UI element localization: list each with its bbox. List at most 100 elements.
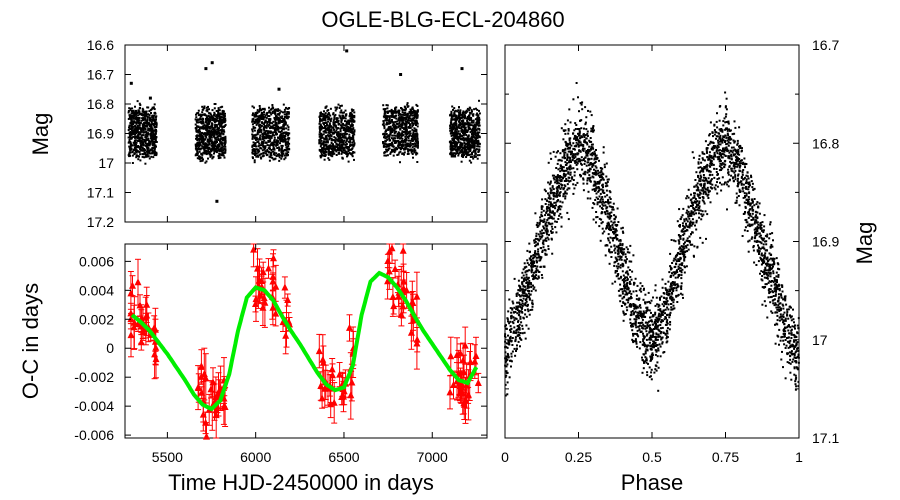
lc-point <box>140 141 143 144</box>
lc-point <box>221 151 224 154</box>
phased-point <box>592 147 595 150</box>
lc-point <box>338 152 340 155</box>
phased-point <box>549 215 552 218</box>
oc-point <box>329 371 336 379</box>
lc-point <box>382 104 385 107</box>
phased-point <box>699 166 702 169</box>
lc-point <box>478 142 481 145</box>
lc-point <box>258 136 261 139</box>
lc-point <box>260 108 263 111</box>
phased-point <box>505 374 508 377</box>
lc-point <box>477 118 480 121</box>
lc-point <box>143 131 146 134</box>
lc-point <box>471 151 473 154</box>
oc-point <box>272 282 280 290</box>
phased-point <box>556 194 558 197</box>
lc-point <box>196 129 199 132</box>
lc-point <box>128 125 131 127</box>
lc-point <box>350 148 353 151</box>
phased-point <box>698 200 701 203</box>
oc-point <box>447 352 455 360</box>
lc-point <box>457 132 460 135</box>
lc-point <box>391 129 394 132</box>
lc-point <box>414 119 417 122</box>
lc-point <box>397 110 399 113</box>
lc-point <box>340 150 343 153</box>
phased-point <box>547 248 550 250</box>
lc-point <box>135 116 138 119</box>
phased-point <box>595 211 598 213</box>
lc-point <box>382 145 385 148</box>
lc-point <box>264 136 267 139</box>
phased-point <box>722 124 725 127</box>
lc-point <box>455 130 458 133</box>
lc-point <box>342 143 345 146</box>
lc-point <box>129 128 132 131</box>
lc-point <box>406 144 409 146</box>
lc-point <box>258 105 261 107</box>
lc-point <box>336 117 339 120</box>
lc-point <box>283 154 286 157</box>
lc-point <box>345 139 348 142</box>
lc-point <box>272 146 275 149</box>
lc-point <box>201 111 204 114</box>
lc-point <box>152 156 155 159</box>
lc-point <box>350 153 353 156</box>
lc-point <box>204 142 207 145</box>
lc-point <box>195 137 198 140</box>
lc-point <box>134 111 137 114</box>
lc-point <box>283 122 286 125</box>
lc-point <box>223 151 226 154</box>
lc-point <box>352 139 355 142</box>
lc-point <box>478 112 481 115</box>
lc-point <box>327 116 330 119</box>
phased-point <box>797 385 800 388</box>
phased-point <box>708 133 711 136</box>
lc-point <box>222 154 225 157</box>
lc-point <box>466 131 469 133</box>
lc-point <box>384 119 387 122</box>
lc-point <box>136 100 139 103</box>
lc-point <box>394 149 397 152</box>
lc-point <box>326 140 329 143</box>
lc-point <box>221 144 224 147</box>
lc-point <box>217 131 220 134</box>
lc-point <box>150 155 153 158</box>
lc-point <box>416 152 419 155</box>
lc-point <box>395 122 398 125</box>
lc-point <box>344 131 347 134</box>
lc-point <box>258 131 261 134</box>
lc-point <box>208 125 211 128</box>
lc-point <box>401 137 404 140</box>
lc-point <box>210 148 213 151</box>
oc-point <box>319 355 327 363</box>
lc-point <box>335 131 338 134</box>
lc-point <box>387 149 390 152</box>
lc-point <box>198 158 201 160</box>
phased-point <box>548 195 551 198</box>
lc-point <box>217 112 220 115</box>
oc-point <box>317 382 325 389</box>
lc-point <box>145 133 148 136</box>
lc-point <box>127 154 130 157</box>
lc-point <box>387 144 390 147</box>
lc-point <box>210 150 213 153</box>
lc-point <box>352 140 355 143</box>
lc-point <box>145 137 148 140</box>
lc-point <box>454 132 457 135</box>
lc-point <box>385 104 388 107</box>
phased-point <box>718 136 721 139</box>
lc-point <box>346 125 349 128</box>
lc-point <box>406 148 409 151</box>
lc-point <box>264 132 267 135</box>
lc-point <box>465 142 468 145</box>
lc-point <box>398 109 401 112</box>
lc-point <box>268 106 270 109</box>
lc-point <box>198 139 201 142</box>
lc-point <box>269 132 272 134</box>
lc-point <box>478 116 481 119</box>
lc-point <box>202 147 205 149</box>
lc-point <box>451 118 454 121</box>
lc-point <box>276 113 279 116</box>
lc-point <box>253 159 256 162</box>
